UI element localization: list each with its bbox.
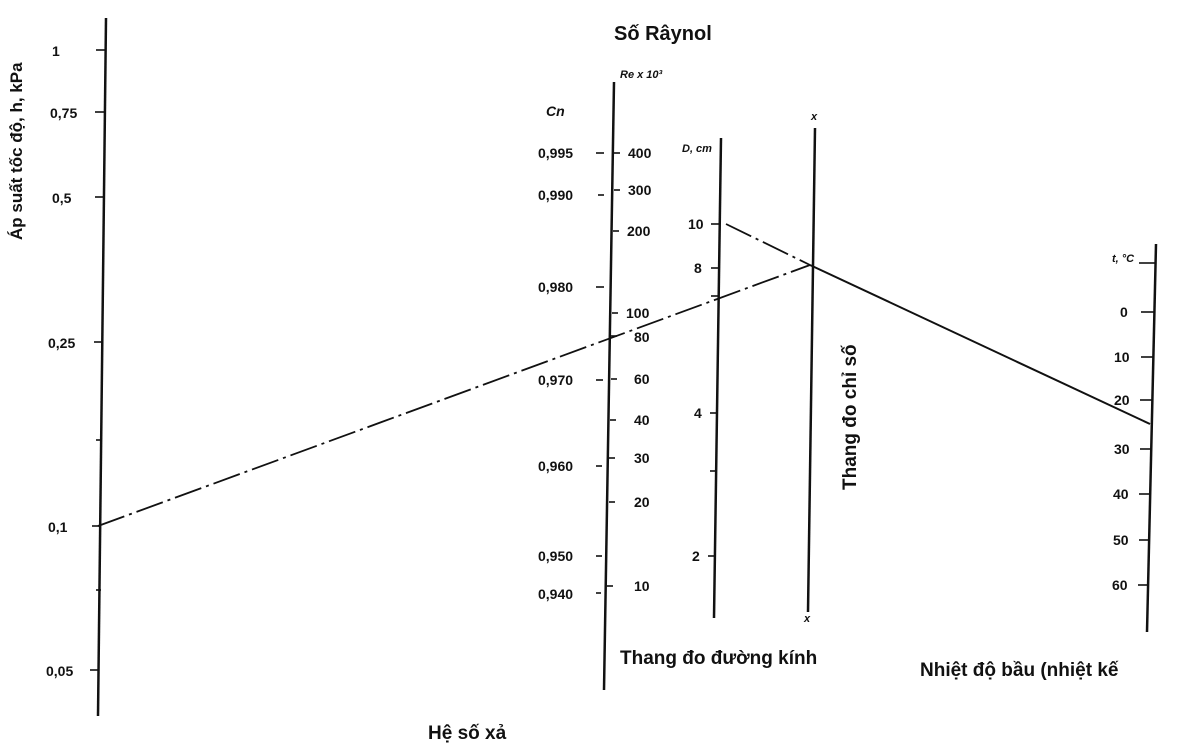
reynolds-title: Số Râynol bbox=[614, 23, 712, 45]
pressure-ticks bbox=[90, 49, 106, 671]
temperature-labels: 0 10 20 30 40 50 60 bbox=[1112, 304, 1130, 593]
re-label-200: 200 bbox=[627, 223, 651, 239]
cn-ticks bbox=[596, 152, 604, 594]
re-label-400: 400 bbox=[628, 145, 652, 161]
temperature-label-10: 10 bbox=[1114, 349, 1130, 365]
pressure-label-0-05: 0,05 bbox=[46, 663, 73, 679]
temperature-label-30: 30 bbox=[1114, 441, 1130, 457]
cn-label-0-980: 0,980 bbox=[538, 279, 573, 295]
temperature-label-0: 0 bbox=[1120, 304, 1128, 320]
temperature-title: Nhiệt độ bầu (nhiệt kế bbox=[920, 660, 1119, 681]
temperature-label-20: 20 bbox=[1114, 392, 1130, 408]
cn-unit-label: Cn bbox=[546, 103, 565, 119]
cn-labels: 0,995 0,990 0,980 0,970 0,960 0,950 0,94… bbox=[538, 145, 573, 602]
discharge-title: Hệ số xả bbox=[428, 723, 507, 744]
pressure-label-0-75: 0,75 bbox=[50, 105, 77, 121]
pressure-label-1: 1 bbox=[52, 43, 60, 59]
diameter-label-2: 2 bbox=[692, 548, 700, 564]
re-labels: 400 300 200 100 80 60 40 30 20 10 bbox=[626, 145, 652, 594]
re-label-100: 100 bbox=[626, 305, 650, 321]
temperature-label-60: 60 bbox=[1112, 577, 1128, 593]
isopleth-diameter-to-index bbox=[725, 223, 811, 266]
diameter-axis-line bbox=[712, 137, 723, 619]
diameter-label-8: 8 bbox=[694, 260, 702, 276]
re-label-10: 10 bbox=[634, 578, 650, 594]
pressure-axis-title: Áp suất tốc độ, h, kPa bbox=[7, 62, 26, 240]
index-x-top-label: x bbox=[810, 111, 818, 123]
re-label-300: 300 bbox=[628, 182, 652, 198]
cn-label-0-950: 0,950 bbox=[538, 548, 573, 564]
index-title: Thang đo chỉ số bbox=[840, 344, 861, 490]
pressure-label-0-1: 0,1 bbox=[48, 519, 68, 535]
cn-label-0-990: 0,990 bbox=[538, 187, 573, 203]
temperature-axis-line bbox=[1145, 243, 1158, 633]
cn-label-0-960: 0,960 bbox=[538, 458, 573, 474]
pressure-label-0-5: 0,5 bbox=[52, 190, 72, 206]
index-x-bottom-label: x bbox=[803, 613, 811, 625]
cn-label-0-995: 0,995 bbox=[538, 145, 573, 161]
diameter-labels: 10 8 4 2 bbox=[688, 216, 704, 564]
diameter-label-10: 10 bbox=[688, 216, 704, 232]
temperature-label-50: 50 bbox=[1113, 532, 1129, 548]
re-unit-label: Re x 10³ bbox=[620, 69, 663, 81]
diameter-ticks bbox=[708, 223, 720, 557]
isopleth-index-to-temperature bbox=[809, 264, 1151, 425]
pressure-label-0-25: 0,25 bbox=[48, 335, 75, 351]
isopleth-pressure-to-index bbox=[97, 264, 811, 527]
diameter-label-4: 4 bbox=[694, 405, 702, 421]
cn-re-axis-line bbox=[602, 81, 616, 691]
temperature-unit-label: t, °C bbox=[1112, 253, 1135, 265]
temperature-label-40: 40 bbox=[1113, 486, 1129, 502]
index-axis-line bbox=[806, 127, 817, 613]
temperature-ticks bbox=[1138, 262, 1155, 586]
re-ticks bbox=[607, 152, 620, 587]
cn-label-0-940: 0,940 bbox=[538, 586, 573, 602]
diameter-title: Thang đo đường kính bbox=[620, 648, 817, 669]
re-label-30: 30 bbox=[634, 450, 650, 466]
pressure-axis-line bbox=[96, 17, 108, 717]
pressure-labels: 1 0,75 0,5 0,25 0,1 0,05 bbox=[46, 43, 77, 679]
cn-label-0-970: 0,970 bbox=[538, 372, 573, 388]
re-label-20: 20 bbox=[634, 494, 650, 510]
re-label-60: 60 bbox=[634, 371, 650, 387]
re-label-40: 40 bbox=[634, 412, 650, 428]
diameter-unit-label: D, cm bbox=[682, 143, 712, 155]
re-label-80: 80 bbox=[634, 329, 650, 345]
